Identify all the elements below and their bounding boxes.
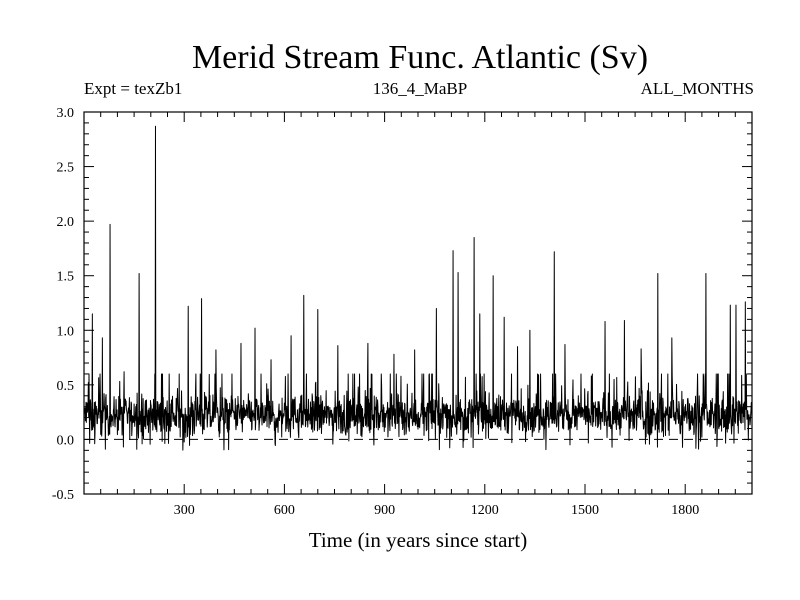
series-line <box>83 125 753 451</box>
axis-ticks: 300 600 900 1200 1500 1800 -0.5 0.0 0.5 1.0 1.5 2.0… <box>52 106 752 518</box>
y-tick-label: 3.0 <box>57 106 75 121</box>
x-tick-label: 900 <box>374 503 395 518</box>
y-tick-label: 1.0 <box>57 324 75 339</box>
y-tick-label: 2.0 <box>57 215 75 230</box>
y-tick-label: 0.0 <box>57 433 75 448</box>
x-tick-label: 1200 <box>471 503 499 518</box>
y-tick-label: 1.5 <box>57 270 75 285</box>
months-label: ALL_MONTHS <box>640 79 754 98</box>
y-tick-label: -0.5 <box>52 488 74 503</box>
chart-title: Merid Stream Func. Atlantic (Sv) <box>191 39 649 76</box>
x-tick-label: 300 <box>174 503 195 518</box>
experiment-label: Expt = texZb1 <box>84 79 183 98</box>
run-label: 136_4_MaBP <box>372 79 468 98</box>
x-tick-label: 600 <box>274 503 295 518</box>
y-tick-label: 2.5 <box>57 161 75 176</box>
x-tick-label: 1500 <box>571 503 599 518</box>
x-tick-label: 1800 <box>671 503 699 518</box>
x-axis-title: Time (in years since start) <box>308 528 528 552</box>
y-tick-label: 0.5 <box>57 379 75 394</box>
